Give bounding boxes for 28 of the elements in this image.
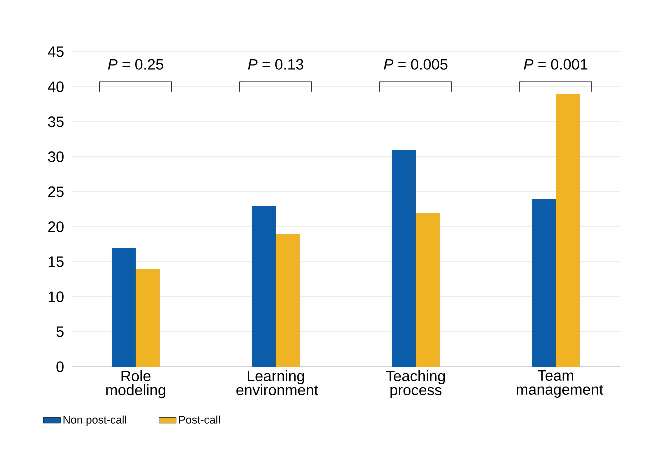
x-tick-label: Role modeling: [106, 370, 166, 399]
bar: [136, 269, 160, 367]
y-tick-label: 0: [56, 362, 64, 372]
x-tick-label: Learning environment: [236, 370, 318, 396]
x-tick-label: Team management: [517, 370, 604, 398]
y-tick-label: 35: [48, 116, 64, 128]
y-tick-label: 5: [56, 326, 64, 338]
legend-label: Non post-call: [64, 416, 126, 426]
annotation: P = 0.001: [524, 59, 588, 70]
y-tick-label: 15: [48, 256, 64, 268]
y-tick-label: 30: [48, 152, 64, 162]
bar: [556, 94, 580, 367]
y-tick-label: 40: [48, 82, 64, 92]
bar: [112, 248, 136, 367]
bar: [252, 206, 276, 367]
annotation: P = 0.005: [384, 59, 448, 70]
bar: [276, 234, 300, 367]
bar: [532, 199, 556, 367]
y-tick-label: 20: [48, 222, 64, 232]
legend-label: Post-call: [179, 416, 220, 424]
y-tick-label: 25: [48, 186, 64, 198]
annotation: P = 0.13: [248, 59, 304, 70]
y-tick-label: 10: [48, 292, 64, 302]
bar: [416, 213, 440, 367]
bar: [392, 150, 416, 367]
x-tick-label: Teaching process: [386, 370, 446, 399]
annotation: P = 0.25: [108, 59, 164, 70]
y-tick-label: 45: [48, 46, 64, 58]
